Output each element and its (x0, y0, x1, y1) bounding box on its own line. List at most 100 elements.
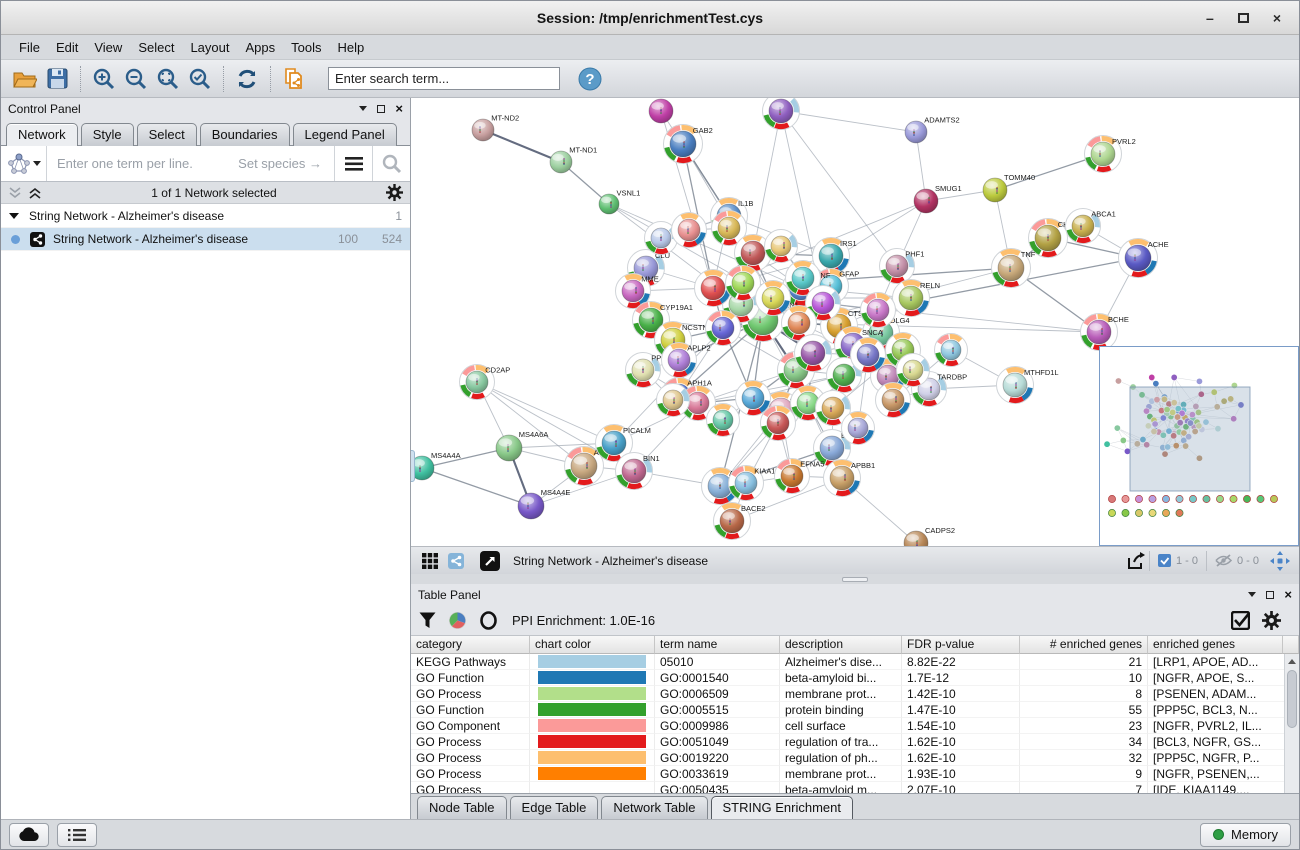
panel-menu-icon[interactable] (1248, 592, 1257, 597)
panel-splitter-grip[interactable] (411, 450, 415, 482)
menu-item-tools[interactable]: Tools (291, 39, 322, 55)
network-node[interactable]: GAB2 (663, 124, 713, 164)
scrollbar-thumb[interactable] (1287, 670, 1297, 728)
network-node[interactable]: VSNL1 (598, 189, 640, 215)
export-network-button[interactable] (1123, 549, 1149, 573)
network-node[interactable] (734, 234, 772, 272)
network-node[interactable] (860, 292, 896, 328)
panel-close-icon[interactable]: × (395, 101, 403, 116)
query-search-button[interactable] (372, 146, 410, 181)
network-node[interactable]: ABCA1 (1065, 208, 1116, 244)
network-node[interactable]: MT-ND2 (471, 114, 519, 142)
tab-style[interactable]: Style (80, 123, 134, 146)
table-tab-network-table[interactable]: Network Table (601, 796, 708, 819)
table-row[interactable]: GO Process GO:0051049 regulation of tra...… (411, 734, 1299, 750)
query-options-button[interactable] (334, 146, 372, 181)
network-node[interactable] (694, 269, 732, 307)
network-node[interactable] (671, 212, 707, 248)
network-node[interactable]: MT-ND1 (549, 146, 597, 174)
tab-select[interactable]: Select (136, 123, 197, 146)
network-node[interactable]: KIAA1149 (728, 465, 788, 501)
network-node[interactable]: MS4A4E (517, 488, 570, 520)
open-external-button[interactable] (477, 549, 503, 573)
table-tab-node-table[interactable]: Node Table (417, 796, 507, 819)
save-session-button[interactable] (41, 64, 73, 94)
network-node[interactable] (760, 405, 796, 441)
network-node[interactable] (841, 411, 875, 445)
ring-chart-icon[interactable] (479, 610, 498, 630)
network-node[interactable]: MS4A6A (495, 430, 548, 462)
network-node[interactable]: MS4A4A (411, 451, 461, 481)
panel-menu-icon[interactable] (359, 106, 368, 111)
network-node[interactable] (648, 98, 674, 124)
network-node[interactable] (644, 221, 678, 255)
table-row[interactable]: GO Process GO:0019220 regulation of ph... 1… (411, 750, 1299, 766)
tab-network[interactable]: Network (6, 123, 78, 146)
network-node[interactable] (656, 383, 690, 417)
set-species-label[interactable]: Set species → (238, 156, 322, 171)
network-node[interactable]: TOMM40 (982, 173, 1035, 203)
network-overview-button[interactable] (443, 549, 469, 573)
network-node[interactable] (725, 265, 761, 301)
string-protein-query-selector[interactable] (1, 146, 47, 181)
panel-close-icon[interactable]: × (1284, 587, 1292, 602)
minimize-button[interactable]: – (1206, 9, 1214, 26)
table-row[interactable]: GO Process GO:0006509 membrane prot... 1.42… (411, 686, 1299, 702)
network-node[interactable]: CD2AP (459, 364, 511, 400)
column-header-description[interactable]: description (780, 636, 902, 654)
network-node[interactable] (815, 390, 851, 426)
task-history-button[interactable] (57, 822, 97, 847)
horizontal-splitter[interactable] (411, 574, 1299, 584)
tab-boundaries[interactable]: Boundaries (199, 123, 290, 146)
memory-button[interactable]: Memory (1200, 822, 1291, 847)
collapse-all-icon[interactable] (8, 186, 22, 199)
network-node[interactable] (706, 403, 740, 437)
table-row[interactable]: KEGG Pathways 05010 Alzheimer's dise... 8.8… (411, 654, 1299, 670)
network-node[interactable] (805, 285, 841, 321)
network-node[interactable] (934, 333, 968, 367)
column-header-category[interactable]: category (411, 636, 530, 654)
column-header-term-name[interactable]: term name (655, 636, 780, 654)
string-query-placeholder[interactable]: Enter one term per line. (57, 156, 193, 171)
refresh-button[interactable] (231, 64, 263, 94)
network-row[interactable]: String Network - Alzheimer's disease 100… (1, 228, 410, 251)
table-row[interactable]: GO Process GO:0050435 beta-amyloid m... 2.0… (411, 782, 1299, 793)
gear-icon[interactable] (386, 184, 403, 201)
menu-item-layout[interactable]: Layout (190, 39, 230, 55)
menu-item-help[interactable]: Help (337, 39, 365, 55)
table-row[interactable]: GO Function GO:0001540 beta-amyloid bi... 1… (411, 670, 1299, 686)
network-node[interactable]: MME (615, 273, 659, 309)
search-input[interactable] (328, 67, 560, 90)
menu-item-apps[interactable]: Apps (245, 39, 276, 55)
column-header--enriched-genes[interactable]: # enriched genes (1020, 636, 1148, 654)
gear-icon[interactable] (1262, 610, 1281, 630)
grid-view-button[interactable] (417, 549, 443, 573)
birdseye-view[interactable] (1099, 346, 1299, 546)
table-row[interactable]: GO Component GO:0009986 cell surface 1.54E-… (411, 718, 1299, 734)
network-node[interactable] (781, 305, 817, 341)
network-node[interactable] (762, 98, 800, 130)
network-node[interactable] (850, 337, 886, 373)
network-node[interactable] (705, 310, 741, 346)
network-collection-row[interactable]: String Network - Alzheimer's disease 1 (1, 205, 410, 228)
network-node[interactable] (790, 385, 826, 421)
network-node[interactable] (711, 210, 747, 246)
column-header-chart-color[interactable]: chart color (530, 636, 655, 654)
menu-item-view[interactable]: View (94, 39, 123, 55)
open-session-button[interactable] (9, 64, 41, 94)
filter-icon[interactable] (419, 612, 436, 629)
network-node[interactable] (785, 260, 821, 296)
network-node[interactable]: ADAMTS2 (904, 116, 960, 144)
network-node[interactable] (755, 280, 791, 316)
network-node[interactable]: TNF (991, 248, 1036, 288)
birdseye-toggle-button[interactable] (1267, 549, 1293, 573)
network-node[interactable]: PHF1 (879, 248, 925, 284)
pie-chart-icon[interactable] (448, 611, 467, 630)
cloud-tasks-button[interactable] (9, 822, 49, 847)
network-node[interactable]: BACE2 (713, 502, 766, 540)
network-node[interactable]: PICALM (595, 424, 651, 462)
network-node[interactable]: ACHE (1118, 238, 1169, 278)
column-header-enriched-genes[interactable]: enriched genes (1148, 636, 1283, 654)
table-scrollbar[interactable] (1284, 654, 1299, 793)
network-node[interactable]: APBB1 (823, 459, 876, 497)
